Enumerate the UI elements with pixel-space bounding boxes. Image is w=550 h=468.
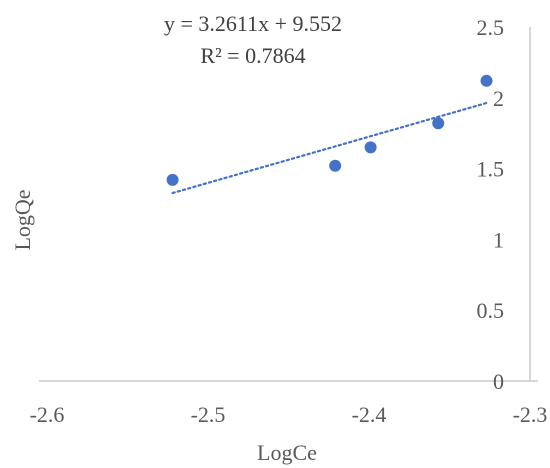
y-tick-label: 0.5 [477,298,505,323]
y-axis-title: LogQe [10,189,35,250]
x-tick-label: -2.5 [191,402,226,427]
trendline [171,101,488,195]
data-point [166,173,179,186]
data-points [166,74,493,186]
x-tick-label: -2.6 [30,402,65,427]
x-tick-label: -2.3 [513,402,548,427]
y-tick-label: 2 [493,86,504,111]
y-tick-labels: 0 0.5 1 1.5 2 2.5 [477,15,505,394]
y-tick-label: 1.5 [477,157,505,182]
x-tick-label: -2.4 [352,402,387,427]
x-axis-title: LogCe [257,440,317,465]
y-tick-label: 1 [493,227,504,252]
data-point [364,141,377,154]
x-tick-labels: -2.6 -2.5 -2.4 -2.3 [30,402,548,427]
data-point [329,159,342,172]
data-point [432,117,445,130]
y-tick-label: 2.5 [477,15,505,40]
r-squared-label: R² = 0.7864 [200,43,305,68]
data-point [480,74,493,87]
y-tick-label: 0 [493,369,504,394]
axes [39,27,538,382]
trendline-equation: y = 3.2611x + 9.552 [164,11,342,36]
